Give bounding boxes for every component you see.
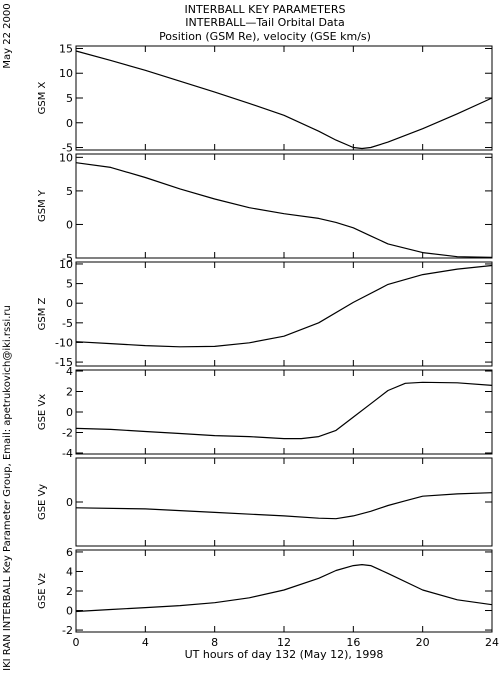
panel-2-ylabel: GSM Y: [37, 189, 48, 222]
x-axis-title: UT hours of day 132 (May 12), 1998: [185, 648, 384, 661]
chart-title-line3: Position (GSM Re), velocity (GSE km/s): [159, 30, 371, 43]
side-credit-label: IKI RAN INTERBALL Key Parameter Group, E…: [2, 305, 13, 671]
panel-5-ylabel: GSE Vy: [37, 484, 48, 520]
panel-6-ytick-label: -2: [62, 624, 73, 637]
panel-2-ytick-label: -5: [62, 252, 73, 265]
panel-2: -5 0 5 10 GSM Y: [37, 151, 493, 265]
chart-panels: -5 0 5 10 15 GSM X -5 0 5 10 GSM Y -15 -10 -5 0 5 10 GSM …: [37, 42, 493, 637]
panel-6-series-line: [75, 563, 493, 613]
panel-1-ytick-label: 5: [66, 92, 73, 105]
panel-5: 0 GSE Vy: [37, 457, 493, 547]
x-tick-label: 12: [277, 636, 291, 649]
panel-1-frame: [75, 45, 493, 151]
panel-3-ytick-label: 5: [66, 278, 73, 291]
panel-6-ytick-label: 6: [66, 546, 73, 559]
panel-1-ytick-label: -5: [62, 142, 73, 155]
panel-6-ytick-label: 0: [66, 605, 73, 618]
panel-6-frame: [75, 549, 493, 633]
chart-title-line2: INTERBALL—Tail Orbital Data: [185, 16, 344, 29]
panel-4-series-line: [75, 381, 493, 440]
panel-1-series-line: [75, 50, 493, 150]
panel-4-ylabel: GSE Vx: [37, 394, 48, 430]
panel-3-ylabel: GSM Z: [37, 297, 48, 330]
side-date-label: May 22 2000: [2, 3, 13, 68]
panel-4-ytick-label: -4: [62, 447, 73, 460]
x-tick-label: 4: [142, 636, 149, 649]
panel-4-ytick-label: 2: [66, 386, 73, 399]
panel-3-frame: [75, 261, 493, 367]
x-tick-label: 20: [416, 636, 430, 649]
panel-2-ytick-label: 10: [59, 151, 73, 164]
x-tick-label: 8: [211, 636, 218, 649]
x-tick-label: 0: [73, 636, 80, 649]
panel-3-ytick-label: -10: [55, 336, 73, 349]
chart-title-line1: INTERBALL KEY PARAMETERS: [185, 3, 346, 16]
panel-1-ytick-label: 15: [59, 42, 73, 55]
panel-4: -4 -2 0 2 4 GSE Vx: [37, 365, 493, 460]
panel-3-ytick-label: 0: [66, 297, 73, 310]
panel-3-ytick-label: 10: [59, 258, 73, 271]
panel-3: -15 -10 -5 0 5 10 GSM Z: [37, 258, 493, 369]
panel-5-series-line: [75, 492, 493, 520]
panel-6-ylabel: GSE Vz: [37, 573, 48, 609]
panel-2-frame: [75, 153, 493, 259]
panel-6-ytick-label: 4: [66, 565, 73, 578]
panel-4-ytick-label: -2: [62, 426, 73, 439]
panel-6-ytick-label: 2: [66, 585, 73, 598]
x-tick-label: 16: [346, 636, 360, 649]
x-tick-label: 24: [485, 636, 499, 649]
panel-2-ytick-label: 0: [66, 218, 73, 231]
panel-1-ytick-label: 0: [66, 117, 73, 130]
panel-2-series-line: [75, 162, 493, 258]
panel-1: -5 0 5 10 15 GSM X: [37, 42, 493, 155]
panel-1-ylabel: GSM X: [37, 81, 48, 114]
panel-1-ytick-label: 10: [59, 67, 73, 80]
panel-3-ytick-label: -15: [55, 356, 73, 369]
panel-3-series-line: [75, 264, 493, 348]
panel-4-ytick-label: 4: [66, 365, 73, 378]
panel-2-ytick-label: 5: [66, 185, 73, 198]
panel-5-frame: [75, 457, 493, 547]
panel-3-ytick-label: -5: [62, 317, 73, 330]
panel-5-ytick-label: 0: [66, 496, 73, 509]
x-axis: 0 4 8 12 16 20 24: [73, 636, 500, 649]
panel-6: -2 0 2 4 6 GSE Vz: [37, 546, 493, 637]
panel-4-ytick-label: 0: [66, 406, 73, 419]
